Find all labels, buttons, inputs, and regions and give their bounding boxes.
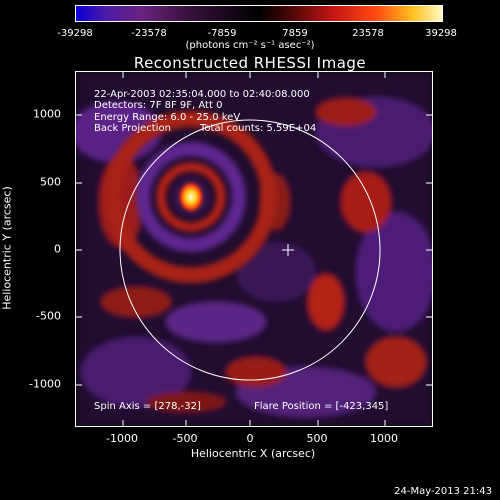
generation-date: 24-May-2013 21:43 — [394, 486, 492, 497]
rhessi-image — [76, 72, 432, 426]
spin-axis: Spin Axis = [278,-32] — [94, 401, 201, 412]
plot-title: Reconstructed RHESSI Image — [133, 54, 367, 72]
energy-range: Energy Range: 6.0 - 25.0 keV — [94, 112, 241, 123]
image-plot — [75, 71, 433, 427]
x-tick-label: -500 — [172, 432, 198, 445]
y-tick-label: -1000 — [29, 377, 61, 391]
spin-axis-cross — [282, 244, 294, 256]
flare-position: Flare Position = [-423,345] — [254, 401, 389, 412]
time-range: 22-Apr-2003 02:35:04.000 to 02:40:08.000 — [94, 89, 310, 100]
flare-source — [177, 180, 205, 214]
colorbar-tick: -23578 — [131, 28, 167, 39]
colorbar-tick: 7859 — [282, 28, 308, 39]
method: Back Projection — [94, 123, 171, 134]
x-tick-label: -1000 — [106, 432, 138, 445]
x-tick-label: 500 — [306, 432, 328, 445]
x-axis-label: Heliocentric X (arcsec) — [190, 447, 316, 460]
solar-limb — [119, 119, 381, 381]
x-tick-label: 0 — [246, 432, 254, 445]
background-pattern — [76, 72, 432, 426]
total-counts: Total counts: 5.59E+04 — [200, 123, 317, 134]
y-tick-label: 1000 — [33, 107, 61, 121]
x-tick-label: 1000 — [370, 432, 398, 445]
colorbar-tick: -7859 — [207, 28, 237, 39]
y-tick-label: -500 — [36, 309, 61, 323]
colorbar-tick: 39298 — [425, 28, 457, 39]
y-axis-label: Heliocentric Y (arcsec) — [0, 186, 14, 310]
y-tick-label: 500 — [40, 175, 61, 189]
axis-ticks — [76, 72, 432, 426]
y-tick-label: 0 — [54, 242, 61, 256]
colorbar-tick: -39298 — [57, 28, 93, 39]
colorbar-units: (photons cm⁻² s⁻¹ asec⁻²) — [185, 40, 315, 51]
colorbar — [75, 5, 443, 22]
colorbar-tick: 23578 — [352, 28, 384, 39]
detectors: Detectors: 7F 8F 9F, Att 0 — [94, 100, 223, 111]
